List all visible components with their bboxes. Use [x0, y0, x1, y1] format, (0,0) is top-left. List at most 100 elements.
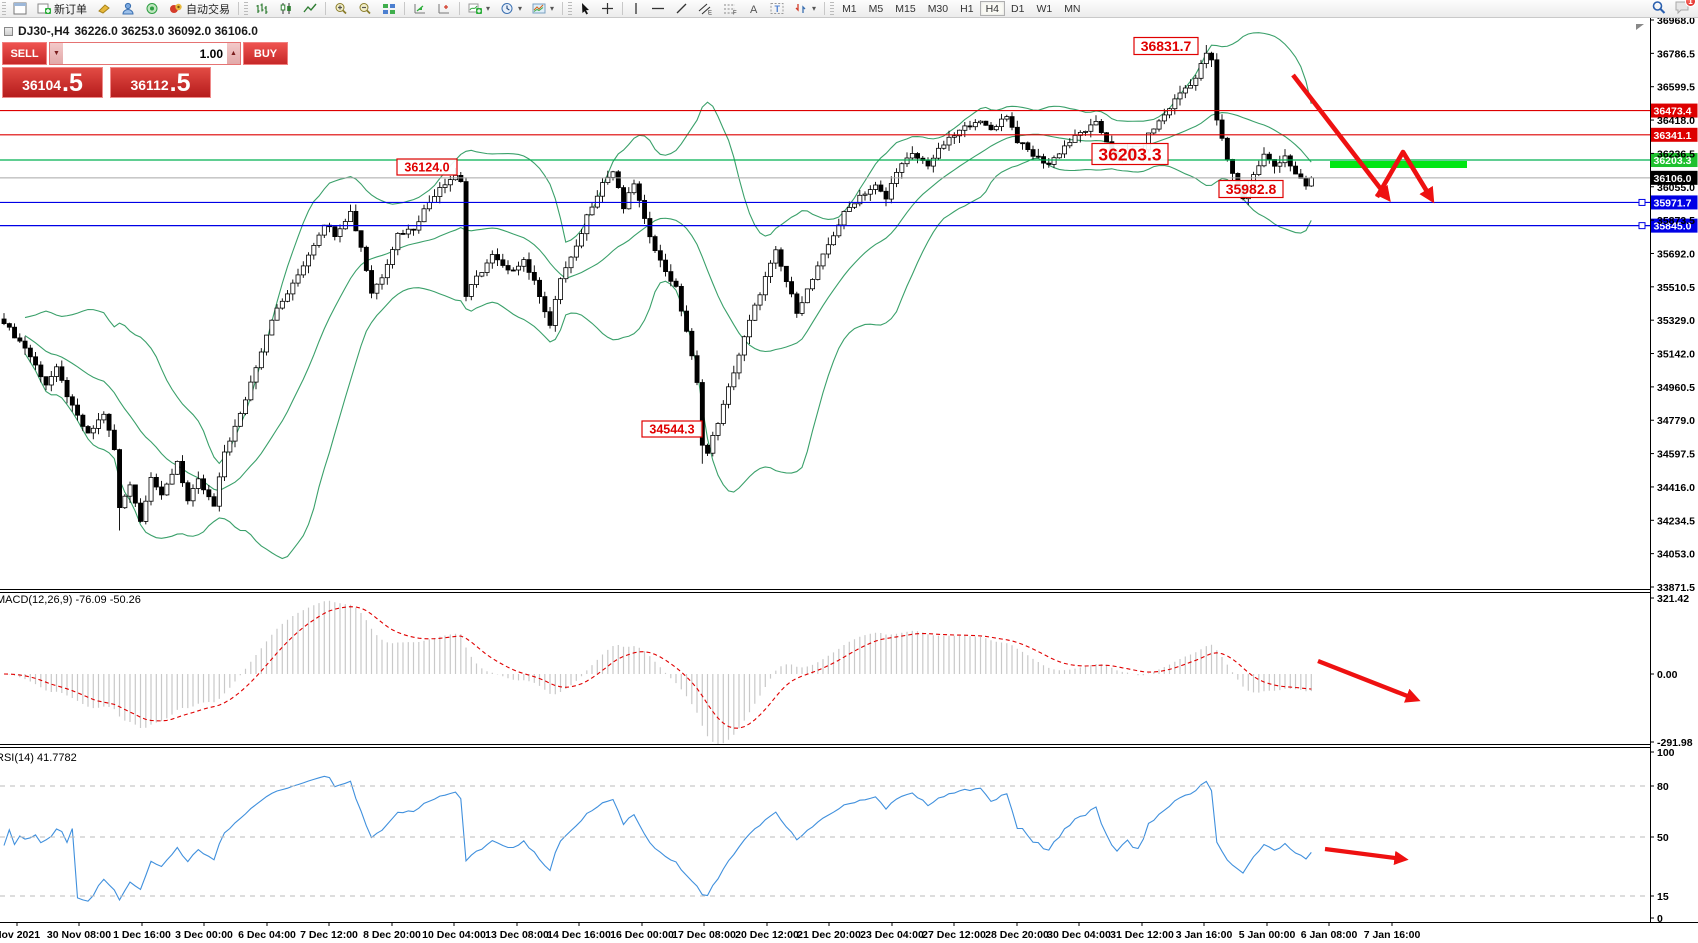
candle: [1056, 153, 1062, 159]
templates-menu-button[interactable]: ▾: [527, 1, 559, 17]
timeframe-m15[interactable]: M15: [895, 2, 916, 15]
timeframe-m5[interactable]: M5: [868, 2, 884, 15]
sell-button[interactable]: SELL: [2, 42, 47, 65]
time-axis-label: 3 Jan 16:00: [1176, 929, 1233, 941]
zoom-in-icon[interactable]: [329, 1, 353, 17]
text-tool-icon[interactable]: A: [743, 1, 765, 17]
styler-icon[interactable]: [92, 1, 116, 17]
price-badge-label: 35845.0: [1654, 221, 1692, 233]
candlestick-chart-icon[interactable]: [274, 1, 298, 17]
candle: [621, 187, 626, 210]
chart-shift-marker[interactable]: [1636, 24, 1644, 30]
vertical-line-tool-icon[interactable]: [626, 1, 646, 17]
arrows-tool-button[interactable]: ▾: [789, 1, 821, 17]
candle: [988, 124, 994, 131]
cursor-tool-icon[interactable]: [574, 1, 596, 17]
trend-arrow[interactable]: [1317, 658, 1421, 703]
buy-price-display[interactable]: 36112 .5: [110, 67, 211, 98]
green-highlight-bar[interactable]: [1330, 161, 1467, 168]
indicator-tick-label: 15: [1657, 891, 1669, 903]
line-chart-icon[interactable]: [298, 1, 322, 17]
metaeditor-icon[interactable]: [116, 1, 140, 17]
price-annotation-box[interactable]: [1091, 142, 1169, 166]
line-handle[interactable]: [1638, 198, 1646, 206]
time-axis-label: 30 Dec 04:00: [1047, 929, 1111, 941]
trend-arrow[interactable]: [1375, 149, 1435, 204]
trendline-tool-icon[interactable]: [670, 1, 693, 17]
rsi-line: [3, 775, 1312, 902]
chart-workspace: DJ30-,H4 36226.0 36253.0 36092.0 36106.0…: [0, 18, 1698, 943]
candle: [710, 434, 716, 454]
price-annotation-box[interactable]: [1133, 36, 1199, 56]
candle: [421, 208, 427, 223]
trend-arrow[interactable]: [1324, 846, 1409, 865]
timeframe-d1[interactable]: D1: [1011, 2, 1025, 15]
sell-price-pip: .5: [62, 69, 83, 97]
crosshair-tool-icon[interactable]: [596, 1, 619, 17]
auto-scroll-icon[interactable]: [408, 1, 432, 17]
candle: [537, 279, 542, 297]
timeframe-m1[interactable]: M1: [842, 2, 857, 15]
line-handle[interactable]: [1638, 222, 1646, 230]
candle: [589, 206, 595, 216]
price-annotation-box[interactable]: [641, 420, 703, 438]
price-badge: [1650, 195, 1698, 210]
timeframe-h4[interactable]: H4: [979, 1, 1005, 16]
candle: [148, 476, 154, 502]
trend-arrow[interactable]: [1291, 73, 1391, 202]
time-axis-label: 1 Dec 16:00: [113, 929, 171, 941]
volume-input[interactable]: [63, 43, 227, 64]
volume-decrease-button[interactable]: ▼: [50, 43, 63, 64]
y-axis-tick-label: 36236.5: [1657, 148, 1695, 160]
price-badge: [1650, 103, 1698, 118]
chat-icon[interactable]: 1: [1674, 0, 1696, 18]
timeframe-m30[interactable]: M30: [927, 2, 949, 15]
chart-canvas[interactable]: 36473.4 36341.1 36203.3 36106.0 35971.7 35845…: [0, 18, 1698, 943]
price-annotation-box[interactable]: [396, 158, 458, 176]
periods-menu-button[interactable]: ▾: [495, 1, 527, 17]
candle: [705, 444, 710, 454]
indicators-menu-button[interactable]: ▾: [463, 1, 495, 17]
search-icon[interactable]: [1651, 0, 1666, 18]
indicator-tick-label: 50: [1657, 832, 1669, 844]
channel-tool-icon[interactable]: E: [693, 1, 718, 17]
chart-shift-icon[interactable]: [432, 1, 456, 17]
tile-windows-icon[interactable]: [377, 1, 401, 17]
label-tool-icon[interactable]: T: [765, 1, 789, 17]
candle: [936, 147, 941, 159]
candle: [731, 372, 737, 388]
candle: [516, 265, 521, 271]
timeframe-mn[interactable]: MN: [1064, 2, 1081, 15]
zoom-out-icon[interactable]: [353, 1, 377, 17]
volume-increase-button[interactable]: ▲: [227, 43, 240, 64]
candle: [122, 495, 128, 509]
time-axis-label: 7 Dec 12:00: [300, 929, 358, 941]
candle: [972, 122, 978, 128]
candle: [227, 440, 233, 453]
bb-middle-band: [24, 112, 1312, 492]
sell-price-display[interactable]: 36104 .5: [2, 67, 103, 98]
price-annotation-box[interactable]: [1218, 179, 1284, 199]
bar-chart-icon[interactable]: [250, 1, 274, 17]
signals-icon[interactable]: [140, 1, 164, 17]
time-axis-label: 20 Dec 12:00: [735, 929, 799, 941]
price-badge-label: 36106.0: [1654, 173, 1692, 185]
candle: [1093, 121, 1099, 126]
chart-window-icon[interactable]: [8, 1, 32, 17]
indicator-tick-label: 0: [1657, 913, 1663, 925]
template-icon: [532, 3, 546, 14]
new-order-button[interactable]: 新订单: [32, 1, 92, 17]
candle: [1214, 59, 1220, 121]
horizontal-line-tool-icon[interactable]: [646, 1, 670, 17]
fibonacci-tool-icon[interactable]: F: [718, 1, 743, 17]
candle: [647, 218, 653, 238]
macd-histogram: [8, 600, 1312, 744]
toolbar-grip[interactable]: [2, 2, 6, 15]
candle: [610, 171, 616, 178]
timeframe-h1[interactable]: H1: [960, 2, 974, 15]
timeframe-w1[interactable]: W1: [1036, 2, 1053, 15]
indicator-tick-label: 321.42: [1657, 593, 1689, 605]
candle: [999, 118, 1004, 127]
autotrading-button[interactable]: 自动交易: [164, 1, 235, 17]
buy-button[interactable]: BUY: [243, 42, 288, 65]
